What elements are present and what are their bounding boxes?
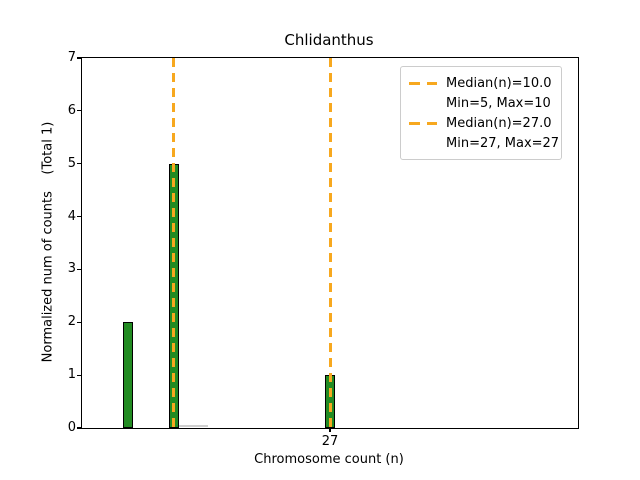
legend: Median(n)=10.0 Min=5, Max=10 Median(n)=2… <box>400 66 562 160</box>
legend-label: Median(n)=27.0 <box>446 115 552 131</box>
y-tick-mark <box>77 110 81 112</box>
x-axis-label: Chromosome count (n) <box>254 452 404 467</box>
y-tick-label: 5 <box>67 155 76 171</box>
y-tick-mark <box>77 374 81 376</box>
y-tick-mark <box>77 321 81 323</box>
legend-row: Median(n)=27.0 <box>407 113 553 133</box>
y-tick-mark <box>77 215 81 218</box>
y-tick-label: 2 <box>67 314 76 330</box>
legend-marker-spacer <box>409 102 437 105</box>
dashed-line-icon <box>409 121 437 125</box>
y-tick-label: 0 <box>67 420 76 435</box>
baseline-segment <box>179 425 208 427</box>
legend-row: Min=27, Max=27 <box>407 133 559 153</box>
y-tick-mark <box>77 57 81 59</box>
y-tick-mark <box>77 163 81 165</box>
legend-row: Median(n)=10.0 <box>407 73 553 93</box>
chart-title: Chlidanthus <box>284 31 374 49</box>
dashed-line-icon <box>409 81 437 85</box>
plot-area: Median(n)=10.0 Min=5, Max=10 Median(n)=2… <box>68 51 579 449</box>
legend-row: Min=5, Max=10 <box>407 93 553 113</box>
median-dashed-line <box>172 58 176 428</box>
median-dashed-line <box>328 58 332 428</box>
x-tick-mark <box>329 428 331 432</box>
legend-marker-spacer <box>409 142 437 145</box>
y-tick-label: 7 <box>67 50 76 65</box>
y-tick-label: 6 <box>67 102 76 118</box>
histogram-bar <box>122 322 133 428</box>
y-tick-label: 1 <box>67 367 76 383</box>
legend-label: Min=27, Max=27 <box>446 135 560 151</box>
y-tick-label: 4 <box>67 208 76 224</box>
y-tick-label: 3 <box>67 261 76 277</box>
legend-label: Median(n)=10.0 <box>446 75 552 91</box>
y-tick-mark <box>77 268 81 271</box>
y-tick-mark <box>77 427 81 429</box>
legend-label: Min=5, Max=10 <box>446 95 551 111</box>
x-tick-label: 27 <box>321 434 339 449</box>
